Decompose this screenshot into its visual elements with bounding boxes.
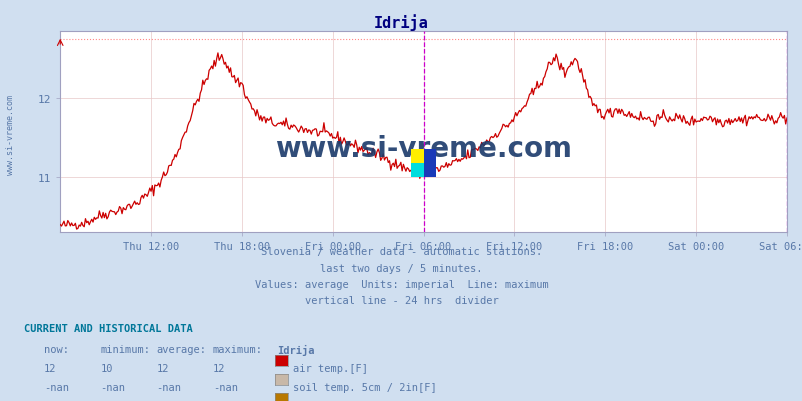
Text: maximum:: maximum:: [213, 344, 262, 354]
Text: last two days / 5 minutes.: last two days / 5 minutes.: [320, 263, 482, 273]
Text: vertical line - 24 hrs  divider: vertical line - 24 hrs divider: [304, 296, 498, 306]
Text: minimum:: minimum:: [100, 344, 150, 354]
Text: 12: 12: [213, 363, 225, 373]
Text: Values: average  Units: imperial  Line: maximum: Values: average Units: imperial Line: ma…: [254, 279, 548, 289]
Text: air temp.[F]: air temp.[F]: [293, 363, 367, 373]
Text: 10: 10: [100, 363, 113, 373]
Text: Idrija: Idrija: [374, 14, 428, 31]
Text: soil temp. 5cm / 2in[F]: soil temp. 5cm / 2in[F]: [293, 382, 436, 392]
Text: 12: 12: [156, 363, 169, 373]
Text: 12: 12: [44, 363, 57, 373]
Text: -nan: -nan: [156, 382, 181, 392]
Text: www.si-vreme.com: www.si-vreme.com: [6, 94, 15, 174]
Text: average:: average:: [156, 344, 206, 354]
Text: -nan: -nan: [213, 382, 237, 392]
Text: Idrija: Idrija: [277, 344, 314, 354]
Text: CURRENT AND HISTORICAL DATA: CURRENT AND HISTORICAL DATA: [24, 323, 192, 333]
Text: Slovenia / weather data - automatic stations.: Slovenia / weather data - automatic stat…: [261, 247, 541, 257]
Text: -nan: -nan: [44, 382, 69, 392]
Text: www.si-vreme.com: www.si-vreme.com: [275, 134, 571, 162]
Text: -nan: -nan: [100, 382, 125, 392]
Text: now:: now:: [44, 344, 69, 354]
